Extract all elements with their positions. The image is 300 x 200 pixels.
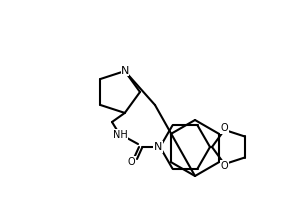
Text: O: O [220, 161, 228, 171]
Text: N: N [121, 66, 129, 76]
Text: N: N [154, 142, 162, 152]
Text: O: O [220, 123, 228, 133]
Text: NH: NH [112, 130, 128, 140]
Text: O: O [127, 157, 135, 167]
